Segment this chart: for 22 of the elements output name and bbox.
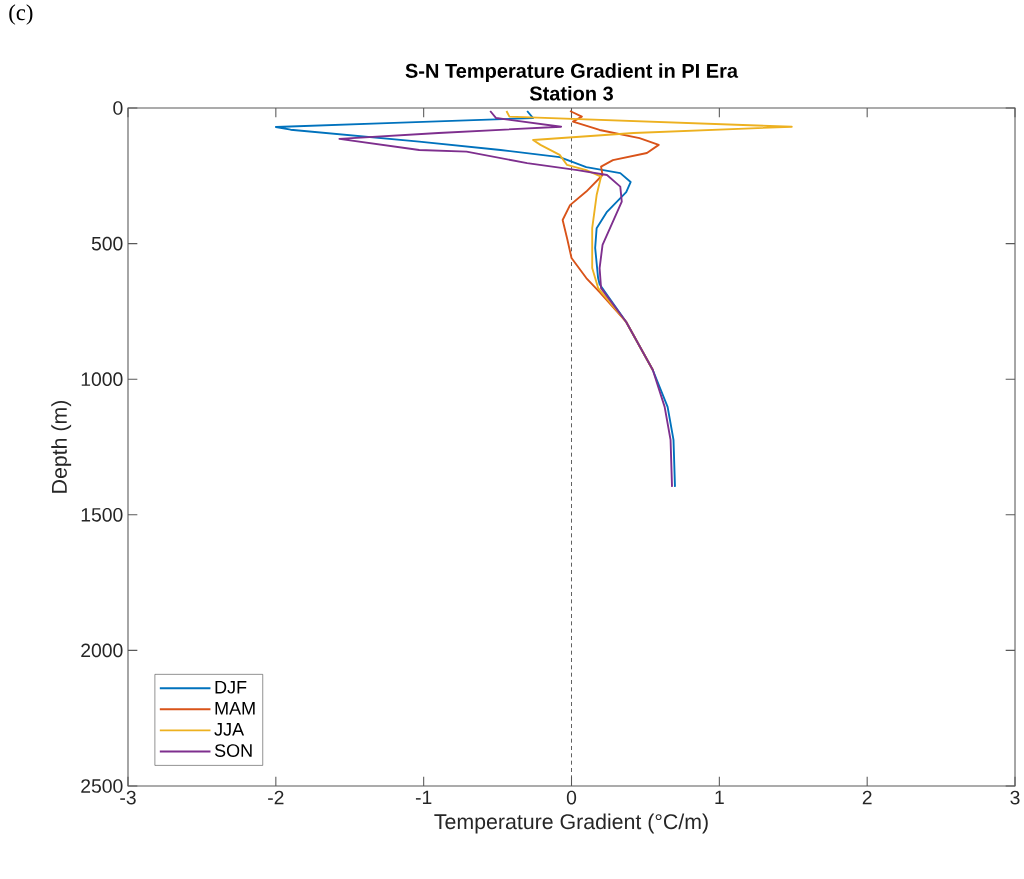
legend-label: SON — [214, 744, 252, 757]
x-tick-label: 2 — [862, 790, 872, 805]
chart-subtitle: Station 3 — [529, 85, 613, 101]
legend-label: JJA — [214, 723, 245, 736]
y-tick-label: 1000 — [81, 372, 123, 387]
y-tick-label: 1500 — [81, 507, 123, 522]
y-axis-title: Depth (m) — [51, 400, 72, 493]
x-tick-label: 1 — [715, 790, 724, 805]
x-axis-title: Temperature Gradient (°C/m) — [434, 813, 708, 834]
line-series — [338, 110, 673, 488]
chart-title: S-N Temperature Gradient in PI Era — [405, 63, 739, 82]
x-tick-label: 3 — [1010, 790, 1020, 805]
line-series — [274, 110, 676, 488]
text: (c) — [9, 4, 33, 25]
y-tick-label: 0 — [113, 101, 123, 115]
legend-label: DJF — [215, 681, 247, 694]
legend-label: MAM — [215, 702, 255, 715]
x-tick-label: -1 — [415, 790, 432, 805]
x-tick-label: -2 — [268, 790, 284, 805]
y-tick-label: 500 — [91, 236, 123, 251]
y-tick-label: 2000 — [81, 643, 123, 658]
x-tick-label: 0 — [566, 790, 577, 805]
